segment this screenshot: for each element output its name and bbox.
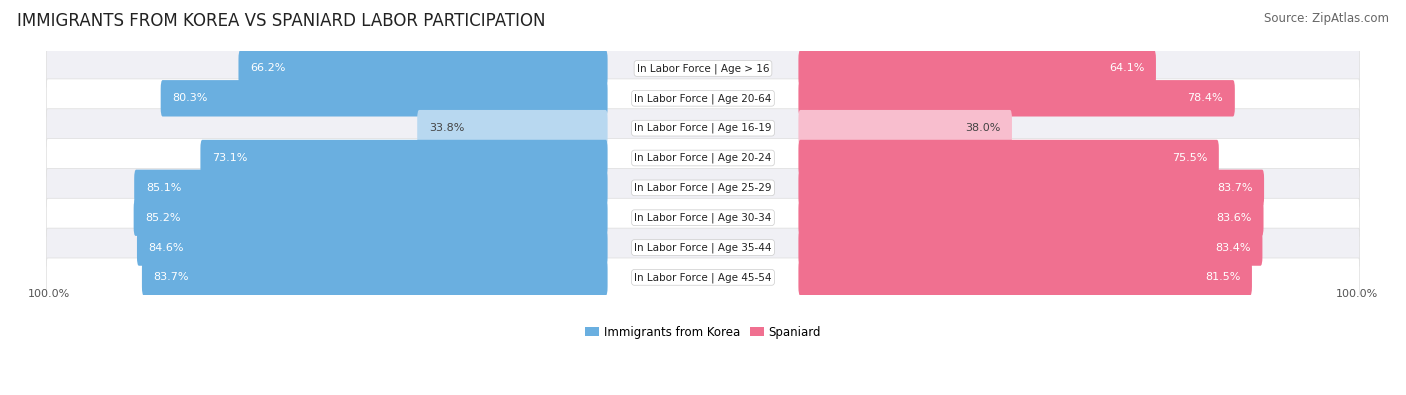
Text: Source: ZipAtlas.com: Source: ZipAtlas.com	[1264, 12, 1389, 25]
FancyBboxPatch shape	[799, 169, 1264, 206]
Text: 100.0%: 100.0%	[28, 289, 70, 299]
Text: 38.0%: 38.0%	[965, 123, 1000, 133]
Text: 33.8%: 33.8%	[429, 123, 464, 133]
Text: IMMIGRANTS FROM KOREA VS SPANIARD LABOR PARTICIPATION: IMMIGRANTS FROM KOREA VS SPANIARD LABOR …	[17, 12, 546, 30]
Text: 84.6%: 84.6%	[149, 243, 184, 252]
FancyBboxPatch shape	[239, 50, 607, 87]
FancyBboxPatch shape	[799, 110, 1012, 147]
FancyBboxPatch shape	[46, 198, 1360, 237]
FancyBboxPatch shape	[799, 199, 1264, 236]
Text: In Labor Force | Age 25-29: In Labor Force | Age 25-29	[634, 182, 772, 193]
Text: In Labor Force | Age 45-54: In Labor Force | Age 45-54	[634, 272, 772, 283]
FancyBboxPatch shape	[46, 49, 1360, 88]
Text: In Labor Force | Age 20-24: In Labor Force | Age 20-24	[634, 153, 772, 163]
FancyBboxPatch shape	[46, 109, 1360, 148]
Text: 85.1%: 85.1%	[146, 183, 181, 193]
FancyBboxPatch shape	[46, 168, 1360, 207]
Text: 81.5%: 81.5%	[1205, 273, 1240, 282]
Text: In Labor Force | Age 30-34: In Labor Force | Age 30-34	[634, 213, 772, 223]
FancyBboxPatch shape	[46, 228, 1360, 267]
FancyBboxPatch shape	[46, 79, 1360, 118]
FancyBboxPatch shape	[799, 140, 1219, 176]
Text: 83.6%: 83.6%	[1216, 213, 1251, 223]
Text: 100.0%: 100.0%	[1336, 289, 1378, 299]
Legend: Immigrants from Korea, Spaniard: Immigrants from Korea, Spaniard	[581, 321, 825, 343]
Text: In Labor Force | Age 16-19: In Labor Force | Age 16-19	[634, 123, 772, 134]
FancyBboxPatch shape	[799, 50, 1156, 87]
Text: 85.2%: 85.2%	[145, 213, 181, 223]
FancyBboxPatch shape	[160, 80, 607, 117]
Text: 75.5%: 75.5%	[1171, 153, 1208, 163]
Text: 73.1%: 73.1%	[212, 153, 247, 163]
FancyBboxPatch shape	[46, 258, 1360, 297]
FancyBboxPatch shape	[134, 199, 607, 236]
FancyBboxPatch shape	[142, 259, 607, 295]
Text: 83.7%: 83.7%	[153, 273, 188, 282]
Text: In Labor Force | Age 20-64: In Labor Force | Age 20-64	[634, 93, 772, 103]
FancyBboxPatch shape	[799, 229, 1263, 266]
Text: 66.2%: 66.2%	[250, 64, 285, 73]
Text: In Labor Force | Age > 16: In Labor Force | Age > 16	[637, 63, 769, 74]
Text: 83.4%: 83.4%	[1215, 243, 1251, 252]
FancyBboxPatch shape	[46, 139, 1360, 177]
FancyBboxPatch shape	[134, 169, 607, 206]
Text: In Labor Force | Age 35-44: In Labor Force | Age 35-44	[634, 242, 772, 253]
FancyBboxPatch shape	[799, 259, 1251, 295]
FancyBboxPatch shape	[418, 110, 607, 147]
Text: 64.1%: 64.1%	[1109, 64, 1144, 73]
Text: 80.3%: 80.3%	[173, 93, 208, 103]
FancyBboxPatch shape	[799, 80, 1234, 117]
FancyBboxPatch shape	[136, 229, 607, 266]
Text: 78.4%: 78.4%	[1188, 93, 1223, 103]
Text: 83.7%: 83.7%	[1218, 183, 1253, 193]
FancyBboxPatch shape	[201, 140, 607, 176]
